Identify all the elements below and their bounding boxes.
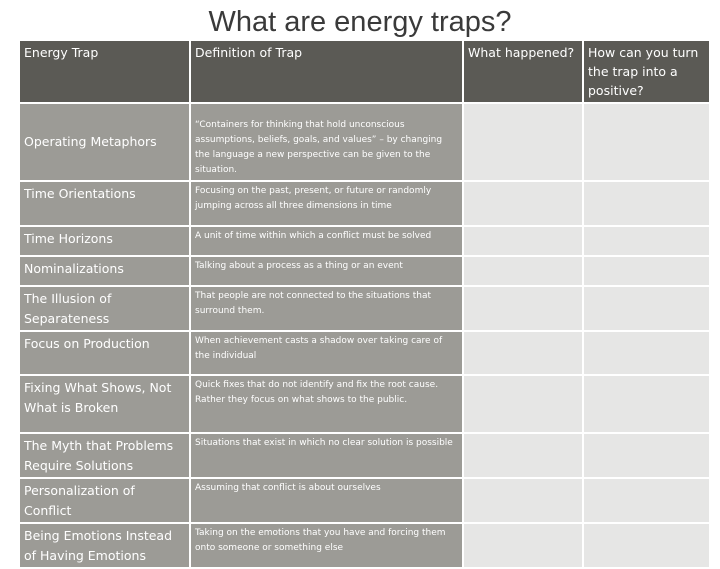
what-happened-cell[interactable] xyxy=(462,477,584,524)
table-row: Personalization of Conflict Assuming tha… xyxy=(18,477,711,524)
trap-definition: Assuming that conflict is about ourselve… xyxy=(189,477,464,524)
table-row: Time Orientations Focusing on the past, … xyxy=(18,180,711,227)
turn-positive-cell[interactable] xyxy=(582,522,711,569)
what-happened-cell[interactable] xyxy=(462,432,584,479)
turn-positive-cell[interactable] xyxy=(582,180,711,227)
what-happened-cell[interactable] xyxy=(462,180,584,227)
turn-positive-cell[interactable] xyxy=(582,285,711,332)
turn-positive-cell[interactable] xyxy=(582,330,711,376)
trap-definition: Talking about a process as a thing or an… xyxy=(189,255,464,287)
turn-positive-cell[interactable] xyxy=(582,432,711,479)
trap-name: The Myth that Problems Require Solutions xyxy=(18,432,191,479)
table-row: Fixing What Shows, Not What is Broken Qu… xyxy=(18,374,711,434)
trap-definition: Taking on the emotions that you have and… xyxy=(189,522,464,569)
what-happened-cell[interactable] xyxy=(462,522,584,569)
what-happened-cell[interactable] xyxy=(462,330,584,376)
header-what-happened: What happened? xyxy=(462,39,584,104)
trap-name: Operating Metaphors xyxy=(18,102,191,182)
trap-name: Time Orientations xyxy=(18,180,191,227)
table-row: Focus on Production When achievement cas… xyxy=(18,330,711,376)
table-row: Being Emotions Instead of Having Emotion… xyxy=(18,522,711,569)
trap-name: Fixing What Shows, Not What is Broken xyxy=(18,374,191,434)
trap-definition: A unit of time within which a conflict m… xyxy=(189,225,464,257)
trap-definition: That people are not connected to the sit… xyxy=(189,285,464,332)
turn-positive-cell[interactable] xyxy=(582,374,711,434)
trap-name: Personalization of Conflict xyxy=(18,477,191,524)
trap-definition: Situations that exist in which no clear … xyxy=(189,432,464,479)
what-happened-cell[interactable] xyxy=(462,102,584,182)
table-header-row: Energy Trap Definition of Trap What happ… xyxy=(18,39,711,104)
trap-definition: When achievement casts a shadow over tak… xyxy=(189,330,464,376)
trap-definition: “Containers for thinking that hold uncon… xyxy=(189,102,464,182)
table-row: Operating Metaphors “Containers for thin… xyxy=(18,102,711,182)
slide-title: What are energy traps? xyxy=(208,6,512,38)
what-happened-cell[interactable] xyxy=(462,285,584,332)
header-turn-positive: How can you turn the trap into a positiv… xyxy=(582,39,711,104)
turn-positive-cell[interactable] xyxy=(582,477,711,524)
what-happened-cell[interactable] xyxy=(462,374,584,434)
turn-positive-cell[interactable] xyxy=(582,225,711,257)
trap-name: Time Horizons xyxy=(18,225,191,257)
what-happened-cell[interactable] xyxy=(462,225,584,257)
trap-name: Being Emotions Instead of Having Emotion… xyxy=(18,522,191,569)
header-energy-trap: Energy Trap xyxy=(18,39,191,104)
table-row: The Myth that Problems Require Solutions… xyxy=(18,432,711,479)
table-row: Nominalizations Talking about a process … xyxy=(18,255,711,287)
turn-positive-cell[interactable] xyxy=(582,255,711,287)
energy-traps-table: Energy Trap Definition of Trap What happ… xyxy=(18,39,711,569)
trap-name: The Illusion of Separateness xyxy=(18,285,191,332)
header-definition: Definition of Trap xyxy=(189,39,464,104)
table-row: Time Horizons A unit of time within whic… xyxy=(18,225,711,257)
turn-positive-cell[interactable] xyxy=(582,102,711,182)
what-happened-cell[interactable] xyxy=(462,255,584,287)
trap-definition: Focusing on the past, present, or future… xyxy=(189,180,464,227)
trap-name: Focus on Production xyxy=(18,330,191,376)
trap-name: Nominalizations xyxy=(18,255,191,287)
table-row: The Illusion of Separateness That people… xyxy=(18,285,711,332)
trap-definition: Quick fixes that do not identify and fix… xyxy=(189,374,464,434)
